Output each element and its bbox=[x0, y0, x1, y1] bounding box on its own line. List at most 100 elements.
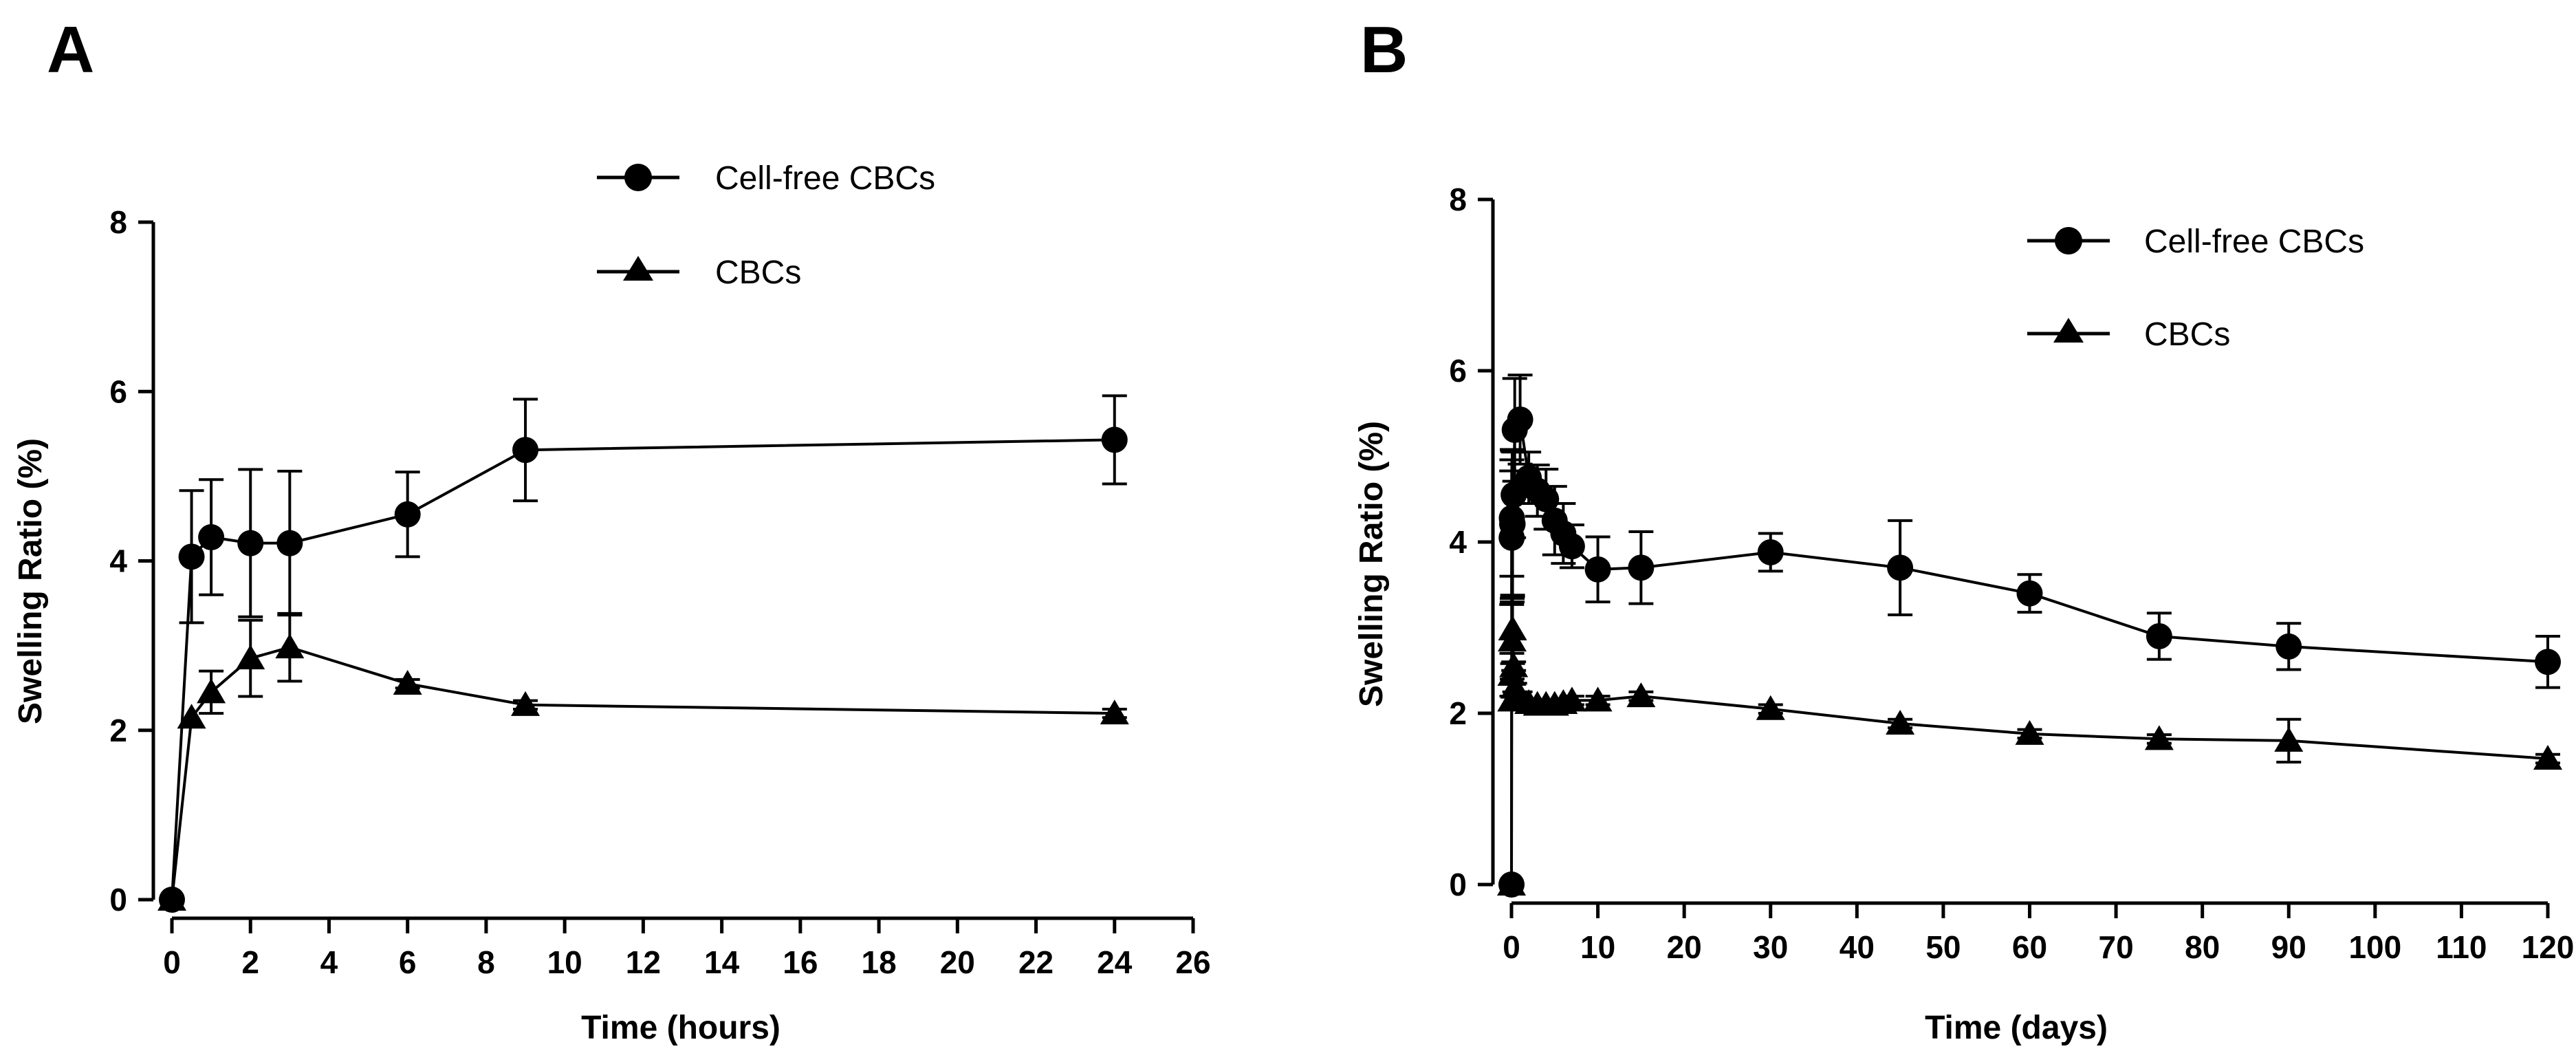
panel-b-y-tick-label: 8 bbox=[1449, 182, 1467, 217]
panel-a-cell-free-point bbox=[178, 543, 205, 570]
panel-b-cbcs-point bbox=[2533, 744, 2562, 770]
panel-b-errorbars bbox=[1499, 373, 2560, 765]
panel-b-ylabel: Swelling Ratio (%) bbox=[1353, 421, 1390, 707]
panel-b-cell-free-point bbox=[2016, 580, 2043, 607]
panel-a-x-tick-label: 10 bbox=[547, 944, 582, 980]
panel-a-ylabel: Swelling Ratio (%) bbox=[12, 438, 49, 724]
panel-b-y-tick-label: 6 bbox=[1449, 353, 1467, 389]
panel-b-cbcs-point bbox=[2144, 725, 2174, 750]
panel-b-y-tick-label: 2 bbox=[1449, 695, 1467, 731]
panel-a-errorbars bbox=[179, 394, 1127, 719]
panel-a-x-tick-label: 18 bbox=[861, 944, 896, 980]
legend-b-triangle-marker bbox=[2053, 318, 2084, 343]
panel-a-cbcs-point bbox=[1100, 700, 1129, 725]
panel-b-cell-free-point bbox=[1507, 406, 1533, 433]
panel-a-x-tick-label: 22 bbox=[1018, 944, 1054, 980]
panel-b-y-tick-label: 0 bbox=[1449, 867, 1467, 902]
panel-a-xlabel: Time (hours) bbox=[581, 1010, 781, 1046]
panel-b-cell-free-point bbox=[1628, 554, 1655, 581]
panel-b-cbcs-point bbox=[1756, 695, 1785, 720]
panel-b-x-tick-label: 100 bbox=[2348, 929, 2401, 965]
panel-b-cbcs-point bbox=[2274, 726, 2304, 752]
panel-a-y-tick-label: 6 bbox=[109, 373, 127, 409]
panel-a-cbcs-point bbox=[393, 670, 422, 695]
panel-b-cell-free-point bbox=[1500, 481, 1527, 508]
panel-b-xlabel: Time (days) bbox=[1925, 1010, 2108, 1046]
panel-a-x-tick-label: 0 bbox=[163, 944, 181, 980]
panel-b-x-tick-label: 60 bbox=[2012, 929, 2047, 965]
panel-a-x-tick-label: 12 bbox=[626, 944, 661, 980]
panel-a-y-tick-label: 2 bbox=[109, 713, 127, 748]
panel-a-x-tick-label: 20 bbox=[940, 944, 975, 980]
panel-b-cell-free-point bbox=[1533, 486, 1560, 512]
legend-a-label-cbcs: CBCs bbox=[715, 254, 801, 291]
panel-a-cell-free-point bbox=[237, 530, 264, 556]
panel-b-x-tick-label: 0 bbox=[1503, 929, 1520, 965]
legend-a-label-cell-free: Cell-free CBCs bbox=[715, 160, 935, 197]
panel-b-cell-free-point bbox=[2535, 649, 2561, 675]
panel-b-cbcs-point bbox=[1583, 686, 1613, 712]
panel-b-x-tick-label: 80 bbox=[2185, 929, 2220, 965]
panel-b-cell-free-point bbox=[1499, 510, 1526, 537]
panel-b-cell-free-point bbox=[1757, 539, 1784, 565]
panel-b-series-cbcs-line bbox=[1510, 629, 2548, 885]
panel-label-b: B bbox=[1360, 13, 1408, 87]
panel-a-x-tick-label: 2 bbox=[241, 944, 259, 980]
panel-b-cell-free-point bbox=[2146, 622, 2172, 649]
panel-a-lines bbox=[171, 438, 1115, 900]
panel-b-markers bbox=[1497, 406, 2562, 898]
panel-b-x-tick-label: 90 bbox=[2271, 929, 2306, 965]
legend-b-circle-marker bbox=[2055, 227, 2082, 254]
panel-a-legend: Cell-free CBCs CBCs bbox=[597, 160, 935, 291]
panel-b-x-tick-label: 30 bbox=[1753, 929, 1788, 965]
panel-b-cell-free-point bbox=[1558, 533, 1585, 560]
panel-a-x-tick-label: 8 bbox=[477, 944, 495, 980]
panel-b-x-tick-label: 40 bbox=[1840, 929, 1875, 965]
panel-a-x-tick-label: 26 bbox=[1175, 944, 1210, 980]
panel-a-cell-free-point bbox=[512, 437, 539, 464]
panel-b-series-cell-free-line bbox=[1510, 415, 2548, 885]
panel-b-legend: Cell-free CBCs CBCs bbox=[2027, 224, 2364, 353]
panel-b-y-tick-label: 4 bbox=[1449, 524, 1467, 560]
panel-a-x-tick-label: 14 bbox=[704, 944, 740, 980]
panel-a-cbcs-point bbox=[275, 633, 305, 659]
legend-a-circle-marker bbox=[624, 164, 652, 191]
panel-a-series-cell-free-line bbox=[171, 438, 1115, 900]
panel-b-cbcs-point bbox=[1499, 652, 1529, 678]
panel-b-lines bbox=[1510, 415, 2548, 885]
panel-b-cbcs-point bbox=[1626, 682, 1656, 708]
panel-b-x-tick-label: 120 bbox=[2522, 929, 2575, 965]
panel-a-y-tick-label: 8 bbox=[109, 204, 127, 240]
panel-a-x-tick-label: 24 bbox=[1097, 944, 1133, 980]
panel-a-cell-free-point bbox=[276, 530, 303, 556]
panel-a-markers bbox=[157, 426, 1129, 913]
panel-b-cbcs-point bbox=[1557, 686, 1586, 712]
panel-a-cell-free-point bbox=[198, 524, 225, 551]
panel-b-x-tick-label: 10 bbox=[1580, 929, 1615, 965]
panel-b-x-tick-label: 50 bbox=[1925, 929, 1961, 965]
panel-a-cbcs-point bbox=[236, 644, 265, 670]
panel-a-x-tick-label: 16 bbox=[783, 944, 818, 980]
panel-a-x-tick-label: 6 bbox=[399, 944, 417, 980]
panel-a-y-tick-label: 4 bbox=[109, 543, 127, 579]
legend-a-triangle-marker bbox=[623, 256, 653, 281]
panel-a-cell-free-point bbox=[1101, 426, 1128, 453]
legend-b-label-cbcs: CBCs bbox=[2144, 316, 2230, 353]
panel-b-cell-free-point bbox=[2275, 633, 2302, 660]
panel-a-cell-free-point bbox=[394, 501, 421, 528]
panel-a-cbcs-point bbox=[177, 704, 206, 729]
panel-b-cbcs-point bbox=[1886, 709, 1915, 735]
panel-a-cbcs-point bbox=[197, 678, 226, 704]
panel-b-x-tick-label: 70 bbox=[2098, 929, 2133, 965]
panel-b-cell-free-point bbox=[1887, 554, 1914, 581]
panel-label-a: A bbox=[47, 13, 94, 87]
panel-b-x-tick-label: 20 bbox=[1667, 929, 1702, 965]
panel-a-series-cbcs-line bbox=[171, 646, 1115, 900]
panel-a-cbcs-point bbox=[511, 691, 541, 716]
panel-b-cbcs-point bbox=[1498, 615, 1527, 640]
